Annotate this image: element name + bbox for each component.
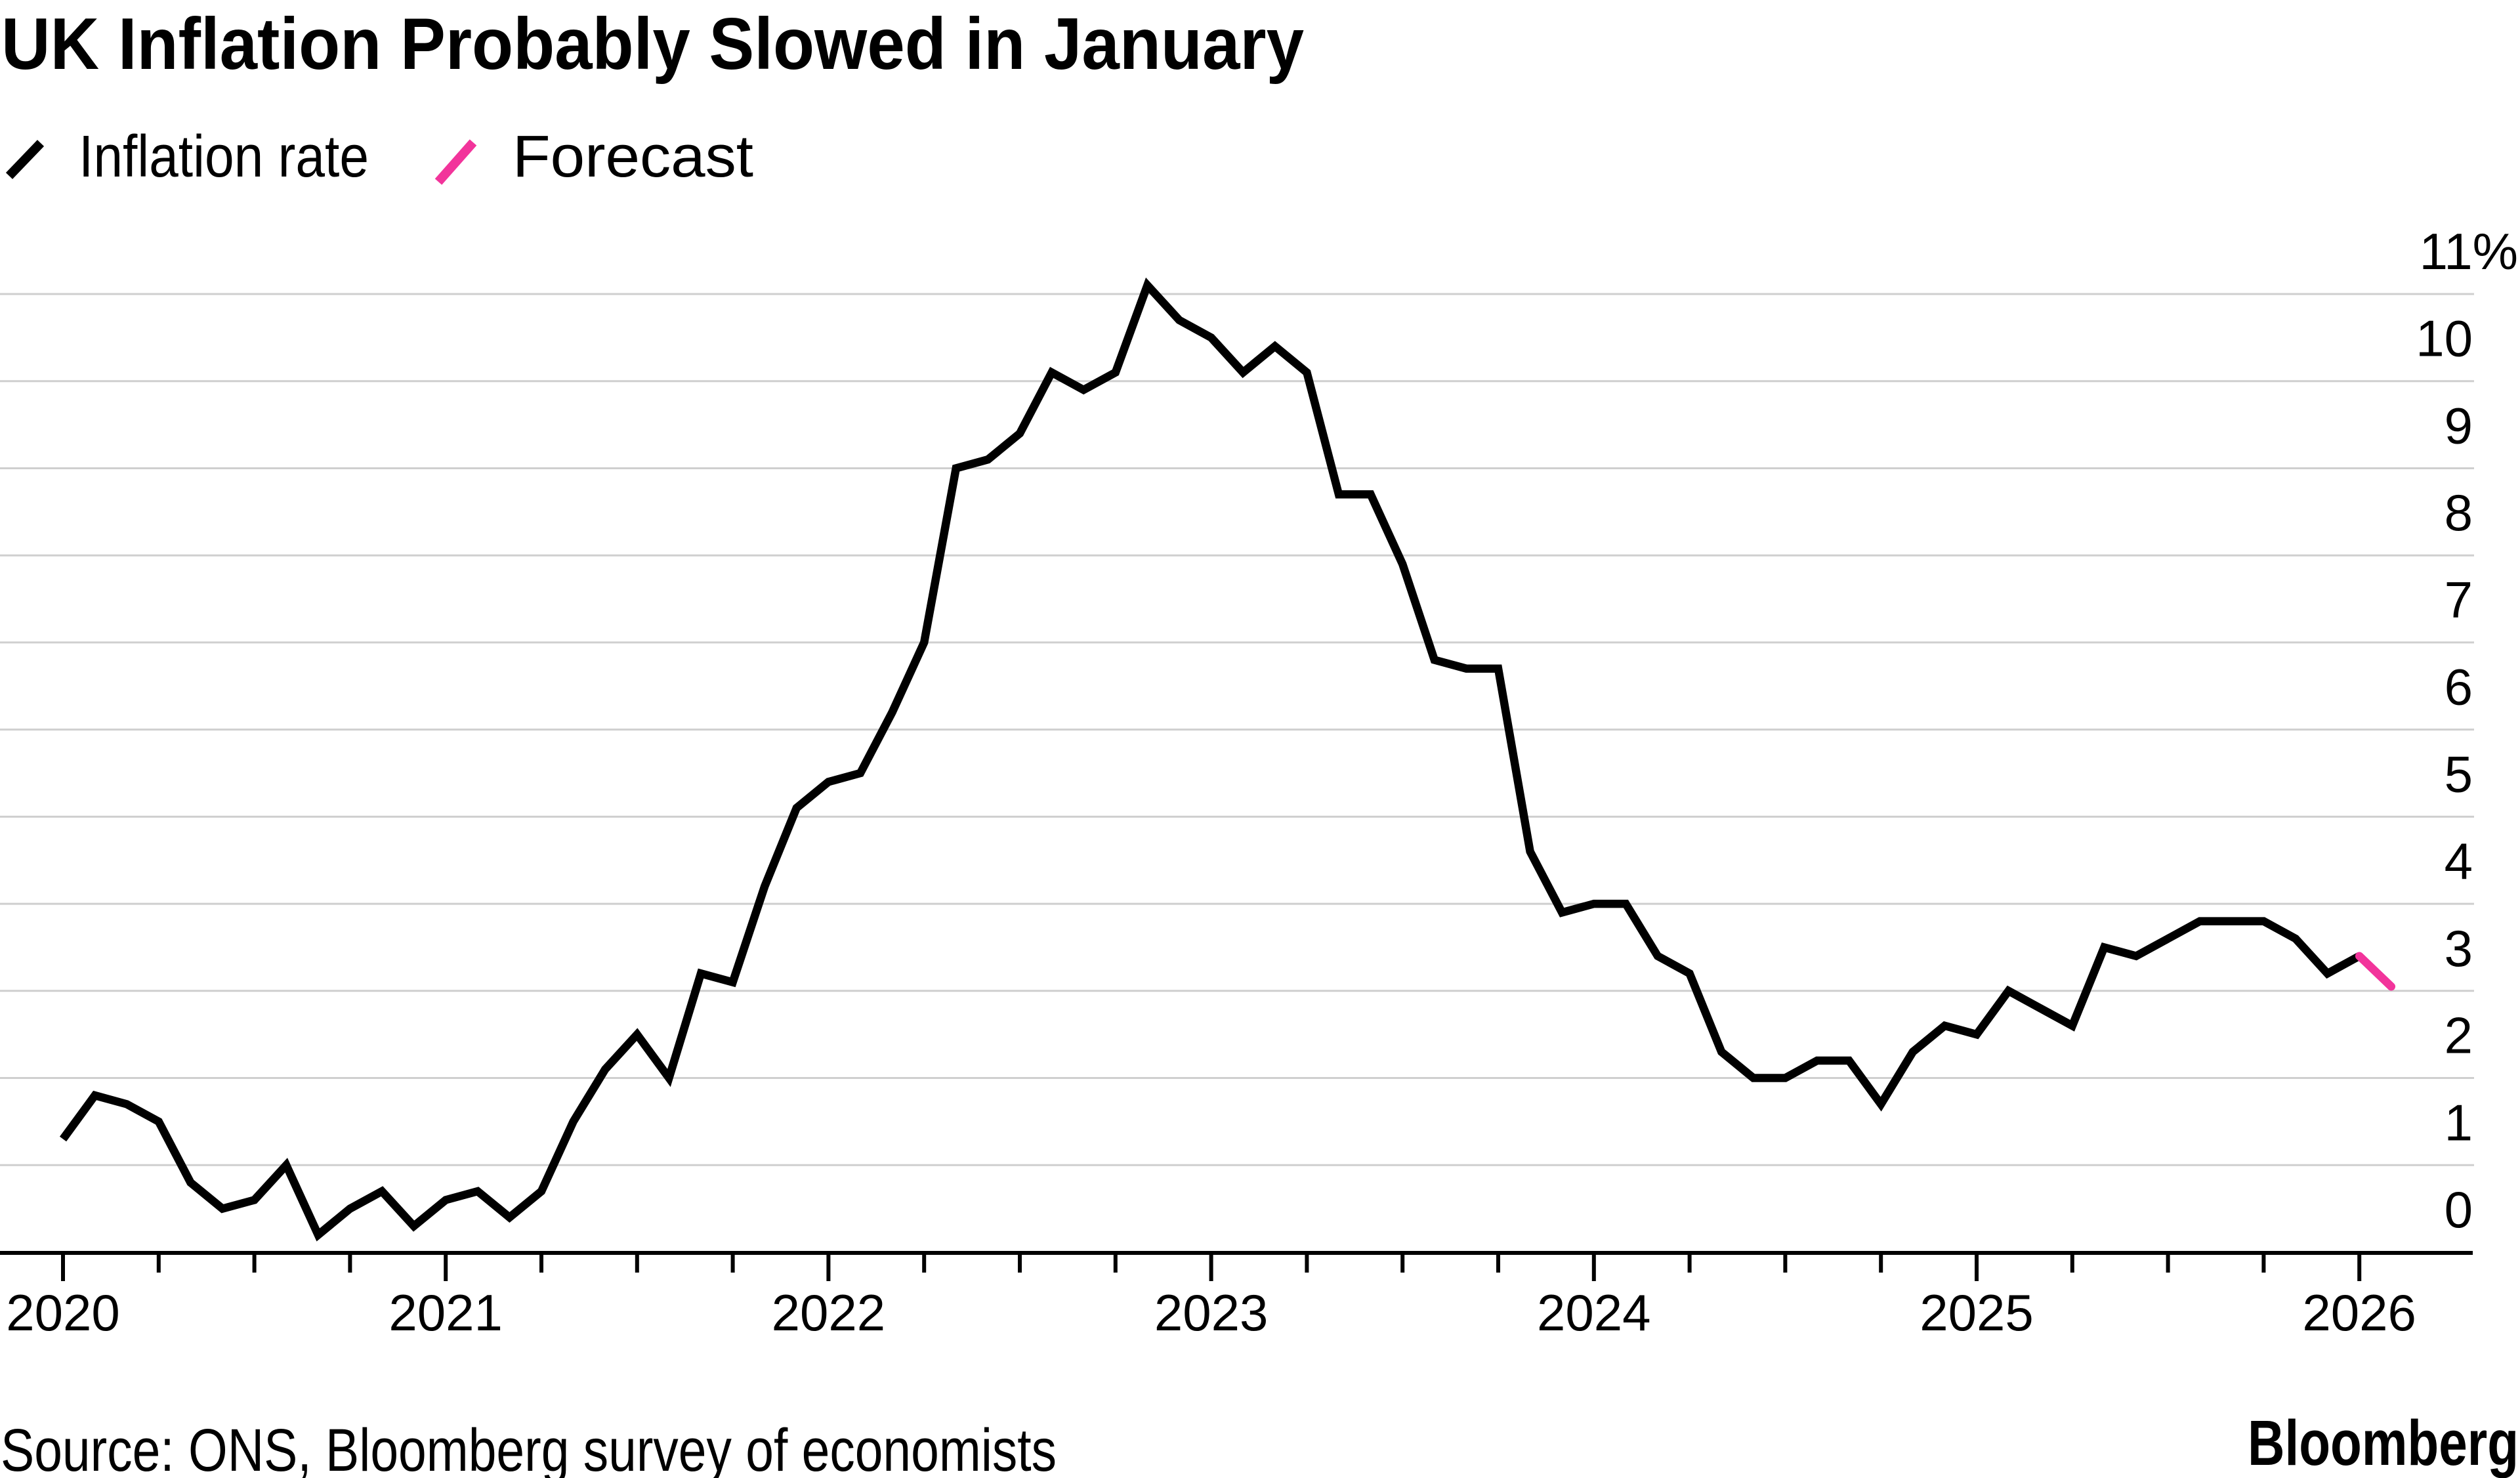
- svg-text:2023: 2023: [1154, 1284, 1269, 1341]
- svg-text:2020: 2020: [6, 1284, 120, 1341]
- svg-text:2: 2: [2445, 1007, 2473, 1065]
- svg-text:2021: 2021: [388, 1284, 503, 1341]
- svg-text:6: 6: [2445, 658, 2473, 716]
- svg-text:UK Inflation Probably Slowed i: UK Inflation Probably Slowed in January: [1, 3, 1304, 85]
- svg-text:7: 7: [2445, 571, 2473, 629]
- svg-text:10: 10: [2416, 310, 2473, 368]
- svg-text:Bloomberg: Bloomberg: [2248, 1407, 2519, 1478]
- svg-text:Inflation rate: Inflation rate: [79, 124, 369, 190]
- svg-text:11%: 11%: [2420, 222, 2518, 280]
- svg-text:1: 1: [2445, 1093, 2473, 1151]
- svg-text:8: 8: [2445, 484, 2473, 541]
- svg-text:2024: 2024: [1537, 1284, 1651, 1341]
- svg-text:0: 0: [2445, 1181, 2473, 1238]
- svg-text:2026: 2026: [2302, 1284, 2416, 1341]
- svg-text:4: 4: [2445, 832, 2473, 890]
- svg-text:9: 9: [2445, 397, 2473, 455]
- svg-text:Forecast: Forecast: [513, 124, 753, 190]
- svg-text:2025: 2025: [1920, 1284, 2034, 1341]
- svg-text:Source: ONS, Bloomberg survey: Source: ONS, Bloomberg survey of economi…: [1, 1417, 1057, 1478]
- svg-text:3: 3: [2445, 919, 2473, 977]
- svg-text:5: 5: [2445, 745, 2473, 803]
- svg-text:2022: 2022: [772, 1284, 886, 1341]
